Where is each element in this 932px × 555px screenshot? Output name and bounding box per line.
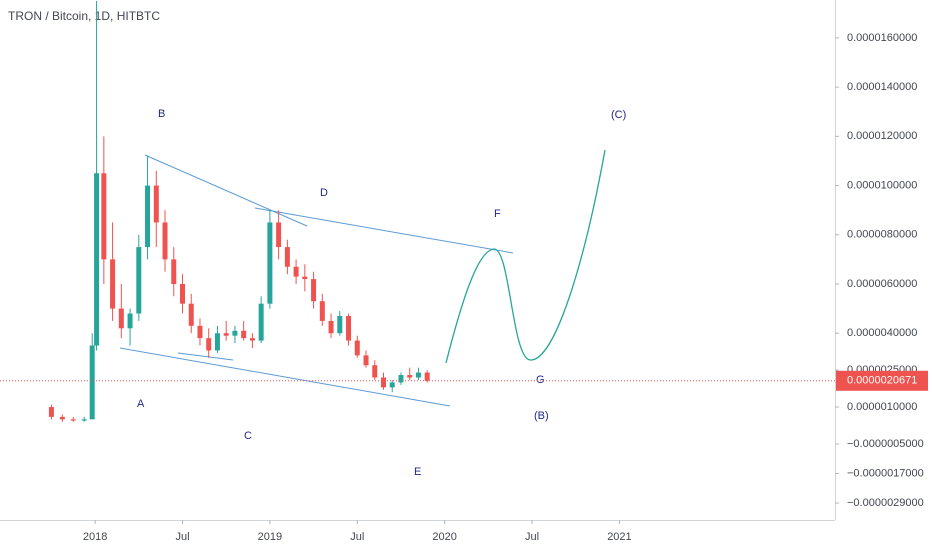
candle-body — [206, 338, 212, 351]
annotations: B D F (C) A C E G (B) — [137, 108, 626, 478]
y-tick-label: 0.0000140000 — [847, 81, 917, 93]
candle-body — [59, 416, 65, 420]
y-tick-label: 0.0000120000 — [847, 130, 917, 142]
y-tick-label: −0.0000005000 — [847, 438, 924, 450]
annotation: E — [414, 466, 421, 478]
x-tick-label: Jul — [525, 531, 539, 543]
candle-body — [162, 222, 168, 260]
y-tick-label: −0.0000029000 — [847, 497, 924, 509]
candle-body — [118, 308, 124, 329]
x-tick-label: 2020 — [432, 531, 456, 543]
x-tick-label: 2021 — [607, 531, 631, 543]
candle-body — [276, 222, 282, 248]
candle-body — [328, 320, 334, 334]
last-price-box — [836, 370, 928, 391]
candle-body — [94, 173, 100, 346]
trend-line — [144, 154, 308, 227]
y-tick-label: 0.0000060000 — [847, 278, 917, 290]
x-tick-label: 2019 — [258, 531, 282, 543]
candle-body — [380, 377, 386, 388]
candle-body — [415, 372, 421, 378]
candle-body — [267, 222, 273, 304]
candle-body — [258, 303, 264, 341]
candle-body — [389, 382, 395, 388]
annotation: B — [158, 108, 165, 120]
candle-body — [145, 185, 151, 248]
candle-body — [284, 247, 290, 267]
candle-body — [311, 279, 317, 302]
candle-body — [110, 259, 116, 309]
candle-body — [354, 340, 360, 356]
candle-body — [153, 185, 159, 223]
candle-body — [407, 375, 413, 378]
candle-body — [179, 283, 185, 304]
annotation: D — [320, 187, 328, 199]
candle-body — [127, 313, 133, 329]
annotation: A — [137, 398, 145, 410]
y-tick-label: 0.0000040000 — [847, 327, 917, 339]
candle-body — [398, 375, 404, 383]
trend-line — [177, 352, 234, 361]
candle-body — [48, 407, 54, 417]
candle-body — [249, 338, 255, 341]
candle-body — [223, 333, 229, 336]
candle-body — [302, 276, 308, 280]
x-tick-label: 2018 — [83, 531, 107, 543]
candle-body — [337, 315, 343, 334]
candle-body — [232, 330, 238, 336]
candle-body — [319, 301, 325, 321]
candle-body — [70, 419, 76, 421]
y-tick-label: 0.0000160000 — [847, 32, 917, 44]
candle-body — [424, 372, 430, 381]
candle-body — [89, 345, 95, 420]
y-tick-label: 0.0000100000 — [847, 179, 917, 191]
y-tick-label: 0.0000080000 — [847, 229, 917, 241]
candle-body — [81, 419, 87, 421]
candle-body — [241, 330, 247, 339]
annotation: G — [536, 374, 545, 386]
drawings — [119, 149, 606, 407]
candle-body — [293, 266, 299, 277]
y-tick-label: 0.0000010000 — [847, 401, 917, 413]
candle-body — [214, 333, 220, 351]
trend-line — [254, 207, 514, 254]
candle-body — [197, 325, 203, 339]
last-price-label: 0.0000020671 — [847, 375, 917, 387]
annotation: (C) — [611, 109, 626, 121]
candle-body — [363, 355, 369, 366]
x-tick-label: Jul — [350, 531, 364, 543]
candle-body — [188, 303, 194, 326]
annotation: C — [244, 430, 252, 442]
candle-body — [171, 259, 177, 284]
annotation: F — [494, 208, 501, 220]
chart-title: TRON / Bitcoin, 1D, HITBTC — [8, 9, 160, 23]
trend-line — [119, 347, 451, 407]
x-tick-label: Jul — [175, 531, 189, 543]
candle-body — [372, 365, 378, 378]
projection-curve — [445, 149, 606, 364]
candle-body — [136, 247, 142, 314]
y-tick-label: −0.0000017000 — [847, 467, 924, 479]
annotation: (B) — [534, 410, 549, 422]
candle-body — [101, 173, 107, 260]
candle-body — [346, 315, 352, 341]
